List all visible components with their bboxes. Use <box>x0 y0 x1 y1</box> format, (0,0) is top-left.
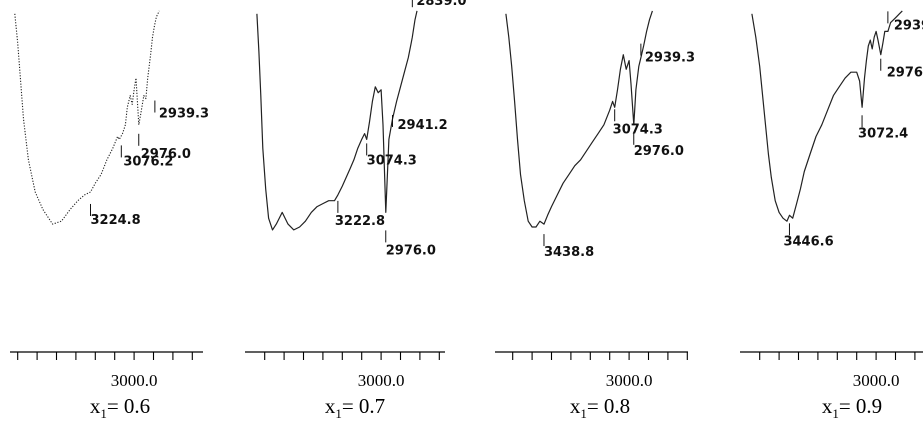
spectrum-line <box>14 10 160 225</box>
spectrum-panel-4: 2939.3 2976.0 3072.4 3446.6 3000.0 x1= 0.9 <box>740 10 923 421</box>
peak-label: 2939.3 <box>894 18 923 33</box>
x-tick-label: 3000.0 <box>853 371 900 390</box>
peak-label: 2839.0 <box>416 0 466 9</box>
peak-label: 2939.3 <box>159 107 209 122</box>
x-tick-label: 3000.0 <box>358 371 405 390</box>
spectrum-line <box>505 10 653 228</box>
panel-label: x1= 0.7 <box>325 394 385 421</box>
peak-label: 3074.3 <box>367 153 417 168</box>
panel-label: x1= 0.6 <box>90 394 150 421</box>
x-tick-label: 3000.0 <box>606 371 653 390</box>
x-tick-label: 3000.0 <box>111 371 158 390</box>
peak-label: 2939.3 <box>645 51 695 66</box>
spectrum-line <box>256 10 418 231</box>
peak-label: 2941.2 <box>398 118 448 133</box>
peak-label: 3072.4 <box>858 126 908 141</box>
peak-label: 2976.0 <box>634 144 684 159</box>
spectrum-line <box>751 10 903 222</box>
peak-label: 2976.0 <box>887 66 923 81</box>
spectrum-panel-3: 2939.3 3074.3 2976.0 3438.8 3000.0 x1= 0.8 <box>495 10 695 421</box>
peak-label: 3074.3 <box>613 122 663 137</box>
peak-label: 2976.0 <box>141 147 191 162</box>
peak-label: 3446.6 <box>783 234 833 249</box>
peak-label: 2976.0 <box>386 243 436 258</box>
peak-label: 3222.8 <box>335 214 385 229</box>
peak-label: 3438.8 <box>544 245 594 260</box>
peak-label: 3076.2 <box>123 154 173 169</box>
panel-label: x1= 0.9 <box>822 394 882 421</box>
peak-label: 3224.8 <box>90 213 140 228</box>
panel-label: x1= 0.8 <box>570 394 630 421</box>
spectrum-panel-1: 2939.3 3076.2 3224.8 2976.0 3000.0 x1= 0.6 <box>10 10 209 421</box>
